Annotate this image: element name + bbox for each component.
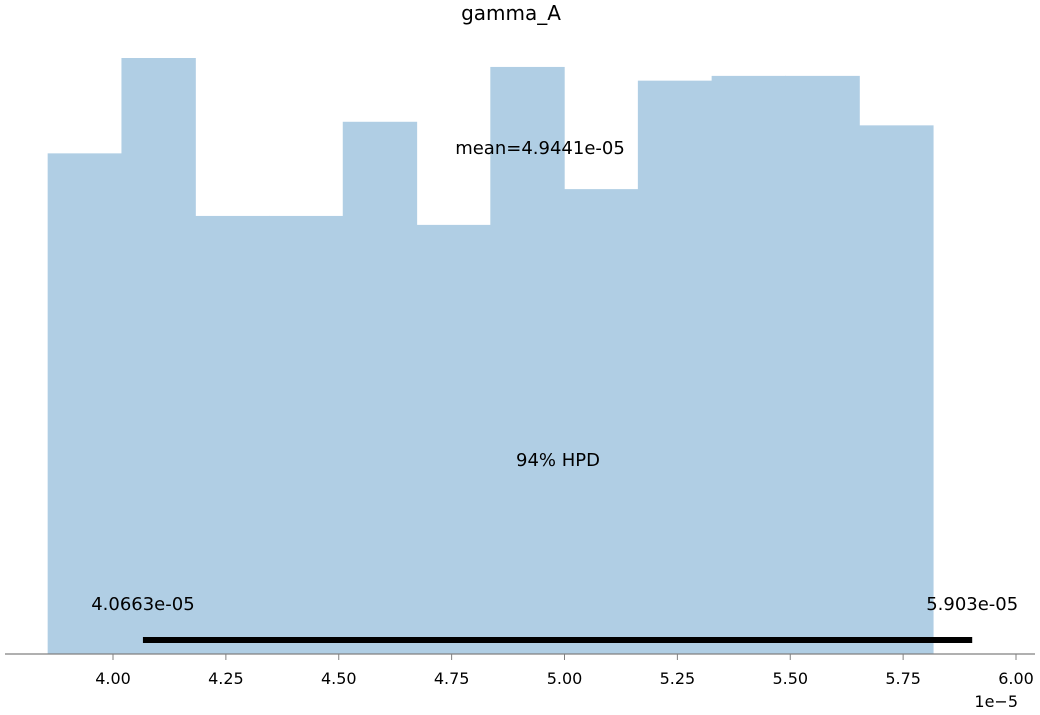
x-tick-label: 5.75 [885, 669, 921, 688]
histogram-bar [268, 215, 344, 654]
histogram-bar [121, 58, 196, 654]
x-tick-label: 4.00 [95, 669, 131, 688]
histogram-bar [711, 75, 787, 654]
x-tick-label: 6.00 [998, 669, 1034, 688]
mean-label: mean=4.9441e-05 [455, 138, 625, 159]
hpd-low-label: 4.0663e-05 [91, 594, 194, 615]
histogram-bar [637, 80, 713, 654]
histogram-bar [47, 153, 123, 655]
histogram-bar [859, 125, 934, 654]
histogram-bar [416, 224, 491, 654]
chart-title: gamma_A [461, 1, 561, 25]
x-tick-label: 5.50 [772, 669, 808, 688]
x-axis-ticks: 4.00 4.25 4.50 4.75 5.00 5.25 5.50 5.75 6.00 [95, 654, 1034, 688]
histogram-bar [195, 215, 270, 654]
x-tick-label: 5.00 [547, 669, 583, 688]
hpd-label: 94% HPD [516, 450, 600, 471]
histogram-bar [785, 75, 860, 654]
histogram-bar [564, 189, 639, 654]
x-tick-label: 5.25 [660, 669, 696, 688]
x-tick-label: 4.75 [434, 669, 470, 688]
hpd-high-label: 5.903e-05 [926, 594, 1018, 615]
x-tick-label: 4.25 [208, 669, 244, 688]
histogram-bars [47, 58, 934, 655]
histogram-bar [342, 121, 418, 655]
x-tick-label: 4.50 [321, 669, 357, 688]
x-offset-label: 1e−5 [974, 692, 1018, 711]
histogram-bar [490, 66, 565, 654]
